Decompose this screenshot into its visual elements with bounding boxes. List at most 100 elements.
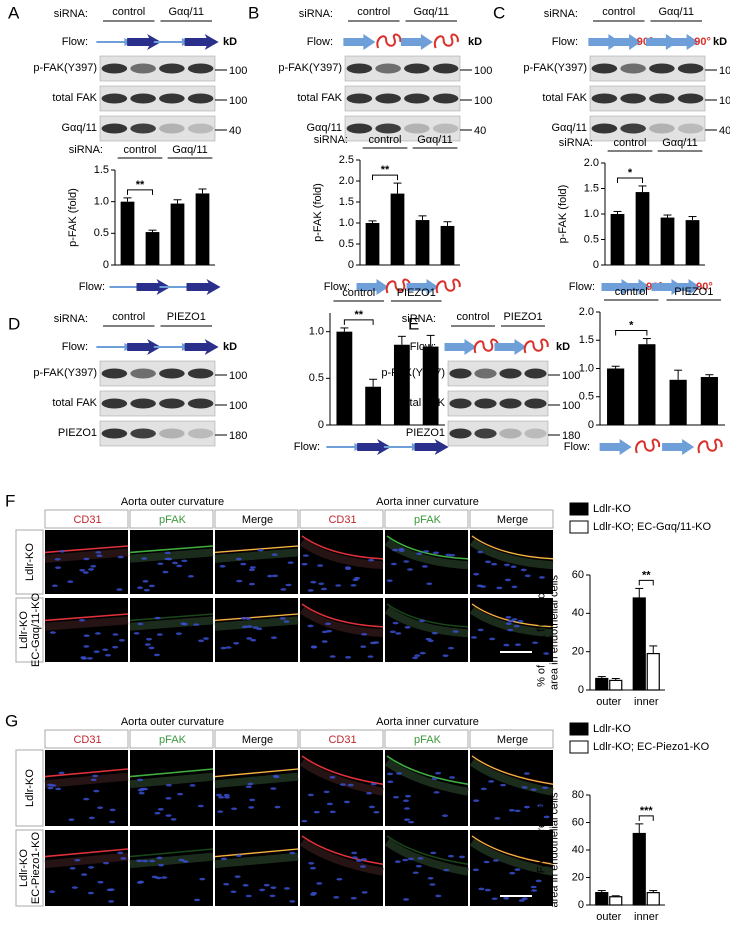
- column-header: CD31: [73, 514, 101, 526]
- nucleus: [120, 857, 127, 860]
- flow-label: Flow:: [552, 36, 578, 48]
- column-header-box: [299, 509, 384, 529]
- nucleus: [484, 888, 491, 892]
- tissue: [44, 616, 129, 631]
- blot-row-label: total FAK: [542, 92, 587, 104]
- legend-swatch: [569, 722, 589, 736]
- nucleus: [283, 620, 290, 623]
- column-header: Merge: [242, 514, 273, 526]
- nucleus: [109, 808, 116, 812]
- nucleus: [492, 859, 499, 862]
- nucleus: [308, 861, 315, 865]
- nucleus: [394, 860, 401, 863]
- nucleus: [218, 796, 225, 799]
- kd-label: kD: [223, 36, 237, 48]
- bar: [390, 193, 405, 265]
- blot-band: [524, 428, 547, 439]
- nucleus: [231, 807, 238, 811]
- x-tick-label: inner: [634, 911, 659, 923]
- nucleus: [137, 778, 144, 782]
- blot-band: [524, 368, 547, 379]
- nucleus: [248, 568, 255, 572]
- nucleus: [149, 859, 156, 863]
- nucleus: [443, 868, 450, 872]
- endothelium: [129, 848, 214, 858]
- nucleus: [146, 637, 153, 641]
- column-header: CD31: [328, 734, 356, 746]
- blot-band: [101, 123, 128, 134]
- nucleus: [417, 857, 424, 860]
- nucleus: [96, 554, 103, 558]
- blot-band: [187, 398, 214, 409]
- y-tick-label: 1.5: [579, 334, 594, 346]
- nucleus: [535, 879, 542, 883]
- nucleus: [366, 791, 373, 795]
- nucleus: [503, 563, 510, 567]
- section-title: Aorta outer curvature: [121, 716, 224, 728]
- flow-angle: 90°: [694, 36, 711, 48]
- nucleus: [187, 575, 194, 578]
- endothelium: [386, 835, 469, 865]
- nucleus: [368, 558, 375, 562]
- y-tick-label: 0: [103, 259, 109, 271]
- nucleus: [217, 810, 224, 813]
- nucleus: [310, 580, 317, 584]
- nucleus: [181, 622, 188, 626]
- nucleus: [351, 851, 358, 855]
- nucleus: [86, 657, 93, 660]
- legend-swatch: [569, 740, 589, 754]
- nucleus: [256, 627, 263, 631]
- panel-letter: F: [5, 491, 15, 510]
- panel-letter: C: [493, 3, 505, 22]
- endothelium: [386, 535, 469, 560]
- blot-band: [649, 63, 675, 74]
- blot-band: [591, 123, 618, 134]
- nucleus: [425, 637, 432, 641]
- nucleus: [509, 871, 516, 875]
- legend-label: Ldlr-KO: [593, 723, 631, 735]
- nucleus: [225, 646, 232, 649]
- tissue: [384, 758, 469, 796]
- endothelium: [214, 848, 299, 858]
- nucleus: [477, 550, 484, 554]
- section-title: Aorta outer curvature: [121, 496, 224, 508]
- nucleus: [318, 582, 325, 586]
- nucleus: [514, 868, 521, 871]
- nucleus: [520, 568, 527, 572]
- flow-arrow: [444, 339, 477, 355]
- row-label: Ldlr-KO: [18, 611, 30, 649]
- nucleus: [389, 630, 396, 634]
- nucleus: [153, 653, 160, 657]
- group-label: PIEZO1: [674, 286, 713, 298]
- marker-label: 100: [229, 95, 247, 107]
- nucleus: [165, 783, 172, 787]
- nucleus: [172, 561, 179, 565]
- significance-bracket: [343, 319, 374, 325]
- row-label: Ldlr-KO: [24, 543, 36, 581]
- sirna-label: siRNA:: [314, 134, 348, 146]
- marker-label: 100: [474, 95, 492, 107]
- blot-band: [620, 93, 646, 104]
- nucleus: [230, 890, 237, 894]
- nucleus: [335, 584, 342, 587]
- blot-band: [524, 398, 547, 409]
- bar: [145, 232, 160, 265]
- flow-arrow: [400, 34, 433, 50]
- sirna-label: siRNA:: [54, 313, 88, 325]
- y-tick-label: 2.0: [339, 175, 354, 187]
- marker-label: 100: [229, 400, 247, 412]
- nucleus: [242, 884, 249, 887]
- nucleus: [144, 643, 151, 646]
- nucleus: [543, 652, 550, 655]
- group-label: control: [613, 137, 646, 149]
- nucleus: [345, 567, 352, 571]
- blot-band: [346, 93, 373, 104]
- nucleus: [423, 550, 430, 553]
- kd-label: kD: [713, 36, 727, 48]
- nucleus: [55, 787, 62, 791]
- panel-letter: D: [8, 314, 20, 333]
- y-tick-label: 60: [572, 569, 584, 581]
- endothelium: [301, 603, 384, 628]
- nucleus: [139, 787, 146, 791]
- nucleus: [68, 818, 75, 821]
